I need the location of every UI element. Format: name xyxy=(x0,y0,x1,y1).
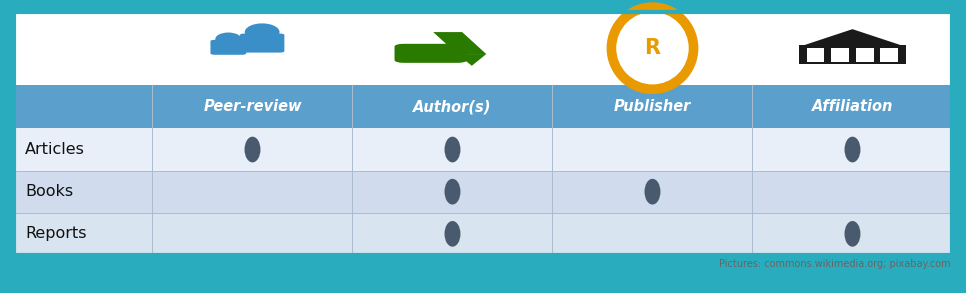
Bar xyxy=(880,48,897,62)
Bar xyxy=(14,128,952,171)
Text: Affiliation: Affiliation xyxy=(811,99,894,114)
Ellipse shape xyxy=(444,179,461,205)
Bar xyxy=(807,48,824,62)
Ellipse shape xyxy=(244,137,261,162)
Text: Articles: Articles xyxy=(25,142,85,157)
Bar xyxy=(14,12,952,255)
Text: Books: Books xyxy=(25,184,73,199)
Bar xyxy=(799,45,905,64)
Text: Peer-review: Peer-review xyxy=(203,99,301,114)
Text: R: R xyxy=(644,38,661,58)
Bar xyxy=(14,85,952,128)
Polygon shape xyxy=(457,54,486,66)
FancyBboxPatch shape xyxy=(240,33,284,53)
Ellipse shape xyxy=(215,33,242,46)
Ellipse shape xyxy=(444,221,461,247)
Bar xyxy=(831,48,848,62)
FancyBboxPatch shape xyxy=(211,40,246,55)
Ellipse shape xyxy=(644,179,661,205)
Bar xyxy=(14,213,952,255)
Ellipse shape xyxy=(444,137,461,162)
Bar xyxy=(14,12,952,85)
Bar xyxy=(14,171,952,213)
Polygon shape xyxy=(433,32,486,54)
Ellipse shape xyxy=(607,2,698,94)
Text: Reports: Reports xyxy=(25,226,87,241)
Ellipse shape xyxy=(844,221,861,247)
Ellipse shape xyxy=(616,12,689,84)
Ellipse shape xyxy=(244,23,279,41)
Text: Author(s): Author(s) xyxy=(413,99,492,114)
Bar xyxy=(856,48,873,62)
FancyBboxPatch shape xyxy=(394,44,467,63)
Text: Pictures: commons.wikimedia.org; pixabay.com: Pictures: commons.wikimedia.org; pixabay… xyxy=(719,259,951,269)
Polygon shape xyxy=(799,29,905,47)
Ellipse shape xyxy=(844,137,861,162)
Text: Publisher: Publisher xyxy=(613,99,691,114)
